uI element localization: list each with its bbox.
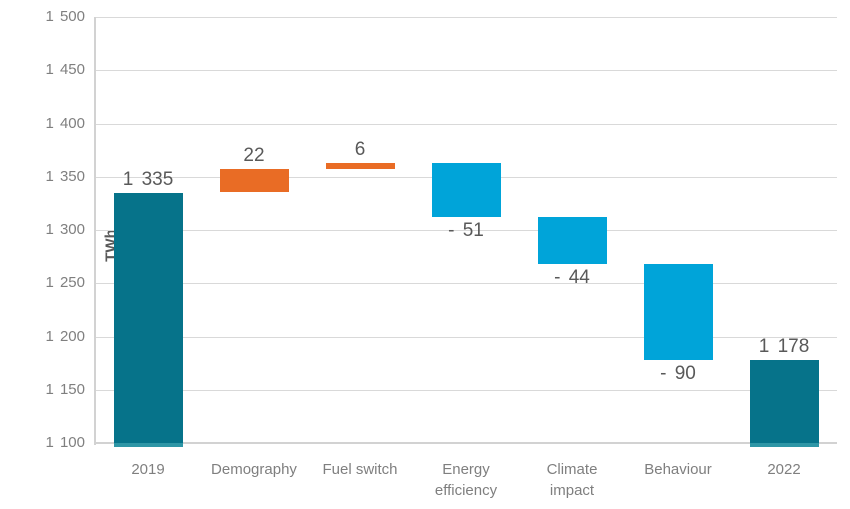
gridline-1200 [95,337,837,338]
y-tick-label-1350: 1 350 [45,168,85,185]
gridline-1250 [95,283,837,284]
value-label-2019: 1 335 [122,169,174,190]
bar-energy-efficiency [432,163,501,217]
y-tick-label-1400: 1 400 [45,115,85,132]
bar-climate-impact [538,217,607,264]
y-tick-label-1450: 1 450 [45,61,85,78]
y-tick-label-1150: 1 150 [45,381,85,398]
x-label-fuel-switch: Fuel switch [322,461,398,478]
plot-area: TWh 1 335 22 6- 51- 44- 90 1 178 2019 Demogr… [94,17,837,499]
bar-2022 [750,360,819,443]
value-label-2022: 1 178 [758,336,810,357]
gridline-1450 [95,70,837,71]
x-label-2019: 2019 [131,461,165,478]
gridline-1300 [95,230,837,231]
x-label-behaviour: Behaviour [644,461,712,478]
gridline-1150 [95,390,837,391]
y-tick-label-1100: 1 100 [45,434,85,451]
y-tick-label-1300: 1 300 [45,221,85,238]
value-label-energy-efficiency: - 51 [448,220,484,241]
bar-demography [220,169,289,192]
y-tick-label-1250: 1 250 [45,274,85,291]
x-label-energy-efficiency: Energy efficiency [434,461,498,499]
x-label-climate-impact: Climate impact [546,461,598,499]
y-tick-label-1500: 1 500 [45,8,85,25]
y-tick-label-1200: 1 200 [45,328,85,345]
x-label-2022: 2022 [767,461,801,478]
value-label-behaviour: - 90 [660,363,696,384]
y-axis-line [94,17,96,445]
value-label-fuel-switch: 6 [354,139,366,160]
bar-2019 [114,193,183,443]
bar-fuel-switch [326,163,395,169]
x-axis-line [95,442,837,444]
bar-behaviour [644,264,713,360]
value-label-climate-impact: - 44 [554,267,590,288]
gridline-1500 [95,17,837,18]
gridline-1400 [95,124,837,125]
bar-base-strip-2022 [750,443,819,447]
x-label-demography: Demography [211,461,297,478]
bar-base-strip-2019 [114,443,183,447]
value-label-demography: 22 [243,145,265,166]
